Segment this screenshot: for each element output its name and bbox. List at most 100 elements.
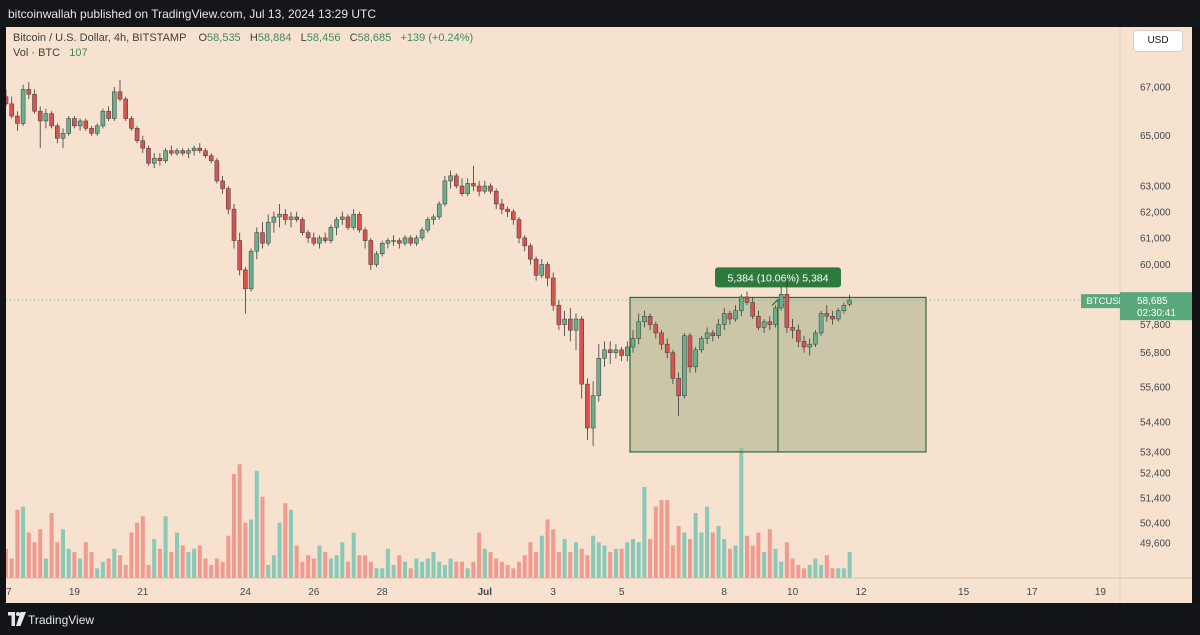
volume-bar xyxy=(203,558,208,578)
candle-body xyxy=(750,302,755,317)
volume-bar xyxy=(340,542,345,578)
volume-bar xyxy=(112,548,117,578)
volume-title[interactable]: Vol · BTC xyxy=(13,47,61,59)
symbol-title[interactable]: Bitcoin / U.S. Dollar, 4h, BITSTAMP xyxy=(13,32,187,44)
candle-body xyxy=(37,110,43,122)
candle-body xyxy=(151,157,157,164)
candle-body xyxy=(454,175,459,187)
currency-button[interactable]: USD xyxy=(1133,30,1183,52)
tradingview-logo-icon[interactable] xyxy=(8,612,26,626)
range-annotation-label: 5,384 (10.06%) 5,384 xyxy=(728,272,829,284)
volume-bar xyxy=(534,552,539,578)
candle-body xyxy=(761,321,767,328)
candlestick-chart[interactable]: 67,000 65,000 63,000 62,000 61,000 60,000 57,8… xyxy=(6,27,1192,603)
candle-body xyxy=(431,216,436,220)
volume-bar xyxy=(6,548,9,578)
price-tick-label: 67,000 xyxy=(1140,83,1171,94)
close-label: C xyxy=(349,32,358,44)
volume-bar xyxy=(357,555,362,578)
volume-bar xyxy=(49,513,54,578)
volume-bar xyxy=(847,552,852,578)
volume-bar xyxy=(32,542,37,578)
candle-body xyxy=(613,349,619,353)
volume-bar xyxy=(722,539,727,578)
candle-body xyxy=(191,147,197,151)
volume-bar xyxy=(779,561,784,578)
volume-bar xyxy=(226,535,231,578)
volume-bar xyxy=(670,545,675,578)
candle-body xyxy=(129,118,134,129)
candle-body xyxy=(476,185,482,192)
candle-body xyxy=(351,214,356,228)
candle-body xyxy=(180,150,185,154)
candle-body xyxy=(300,219,305,233)
candle-body xyxy=(243,269,248,290)
candle-body xyxy=(379,242,385,255)
volume-bar xyxy=(277,522,282,578)
volume-bar xyxy=(334,555,339,578)
volume-bar xyxy=(123,565,128,578)
price-tick-label: 60,000 xyxy=(1140,260,1171,271)
candle-body xyxy=(459,185,465,194)
publisher-bar: bitcoinwallah published on TradingView.c… xyxy=(0,0,1200,27)
time-tick-label: 28 xyxy=(377,587,389,598)
volume-bar xyxy=(539,535,544,578)
candle-body xyxy=(419,229,425,239)
time-tick-label: 8 xyxy=(721,587,727,598)
candle-body xyxy=(835,310,841,320)
volume-bar xyxy=(397,555,402,578)
candle-body xyxy=(545,264,550,279)
candle-body xyxy=(682,335,687,396)
volume-bar xyxy=(716,526,721,578)
volume-bar xyxy=(66,548,71,578)
volume-bar xyxy=(482,548,487,578)
time-tick-label: 26 xyxy=(308,587,320,598)
price-tick-label: 49,600 xyxy=(1140,539,1171,550)
candle-body xyxy=(83,120,89,129)
candle-body xyxy=(163,150,168,161)
time-tick-label: 12 xyxy=(855,587,867,598)
volume-bar xyxy=(733,545,738,578)
volume-bar xyxy=(773,548,778,578)
price-tick-label: 54,400 xyxy=(1140,418,1171,429)
time-tick-label: 17 xyxy=(1026,587,1038,598)
symbol-tag xyxy=(1081,294,1131,309)
candle-body xyxy=(488,185,493,192)
candle-body xyxy=(602,349,607,359)
candle-body xyxy=(818,313,824,334)
low-value: 58,456 xyxy=(306,32,341,44)
candle-body xyxy=(727,313,733,320)
candle-body xyxy=(402,237,408,244)
volume-bar xyxy=(494,558,499,578)
candle-body xyxy=(425,219,431,231)
volume-bar xyxy=(659,500,664,578)
last-price-countdown: 02:30:41 xyxy=(1137,308,1176,319)
volume-bar xyxy=(813,558,818,578)
volume-bar xyxy=(408,568,413,578)
volume-bar xyxy=(152,539,157,578)
candle-body xyxy=(374,253,379,265)
volume-bar xyxy=(739,448,744,578)
volume-bar xyxy=(801,568,807,578)
candle-body xyxy=(687,335,693,368)
candle-body xyxy=(254,232,260,252)
volume-bar xyxy=(767,529,772,578)
candle-body xyxy=(642,316,647,323)
price-tick-label: 57,800 xyxy=(1140,320,1171,331)
volume-bar xyxy=(414,558,419,578)
volume-bar xyxy=(83,542,88,578)
candle-body xyxy=(511,211,516,220)
volume-bar xyxy=(306,555,311,578)
volume-bar xyxy=(169,552,174,578)
footer-brand[interactable]: TradingView xyxy=(28,613,95,627)
candle-body xyxy=(465,183,470,194)
price-tick-label: 53,400 xyxy=(1140,447,1171,458)
candle-body xyxy=(226,188,231,210)
last-price-tag xyxy=(1120,292,1192,321)
volume-bar xyxy=(60,529,66,578)
chart-pane[interactable]: 67,000 65,000 63,000 62,000 61,000 60,000 57,8… xyxy=(6,27,1192,603)
volume-bar xyxy=(505,565,510,578)
candle-body xyxy=(699,338,704,351)
price-tick-label: 61,000 xyxy=(1140,233,1171,244)
candle-body xyxy=(704,332,710,339)
